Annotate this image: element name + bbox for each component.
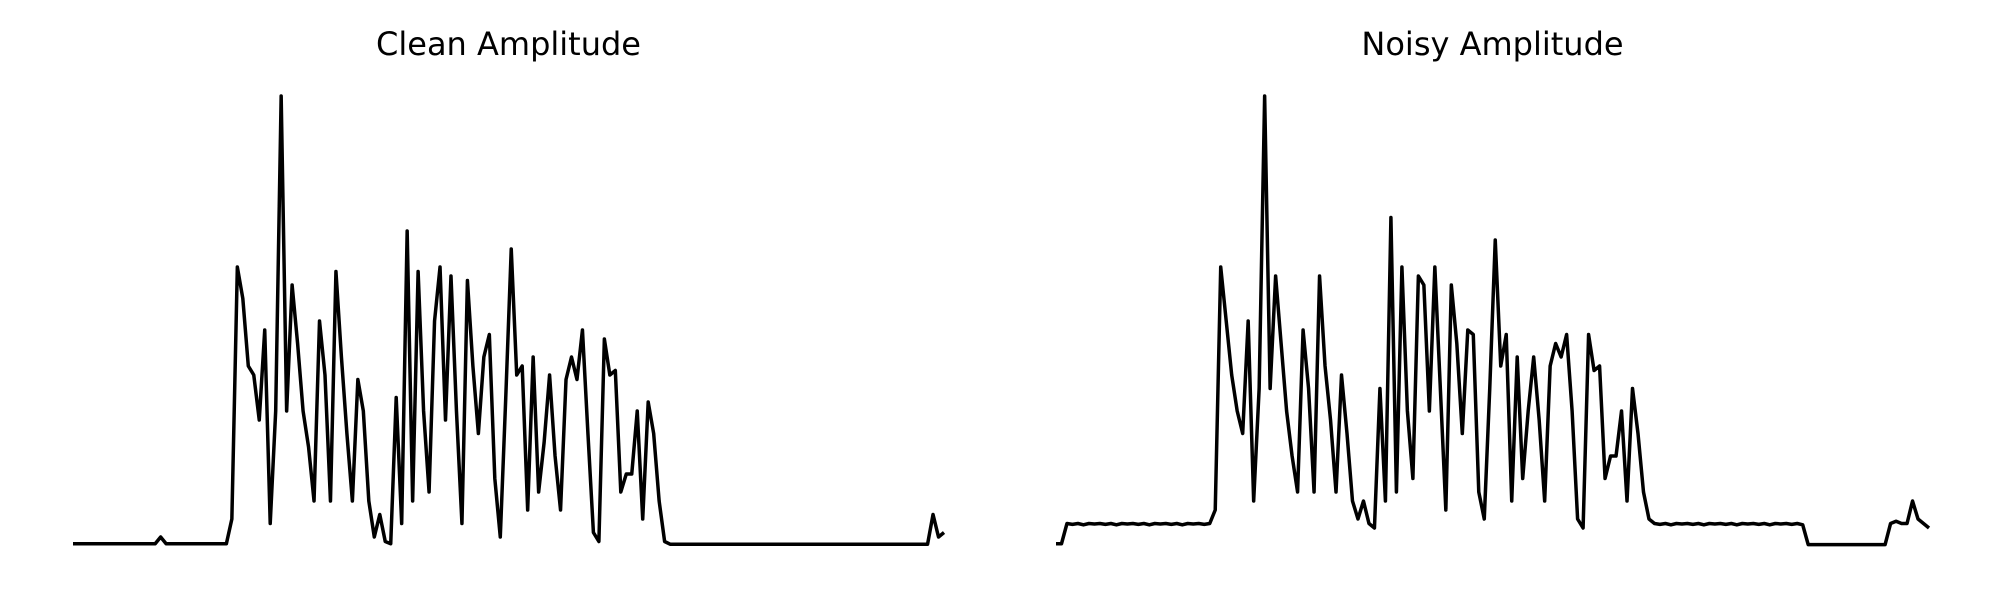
chart-title: Noisy Amplitude: [1361, 25, 1623, 63]
amplitude-line: [1056, 94, 1931, 547]
amplitude-line: [73, 94, 946, 546]
chart-title: Clean Amplitude: [376, 25, 641, 63]
